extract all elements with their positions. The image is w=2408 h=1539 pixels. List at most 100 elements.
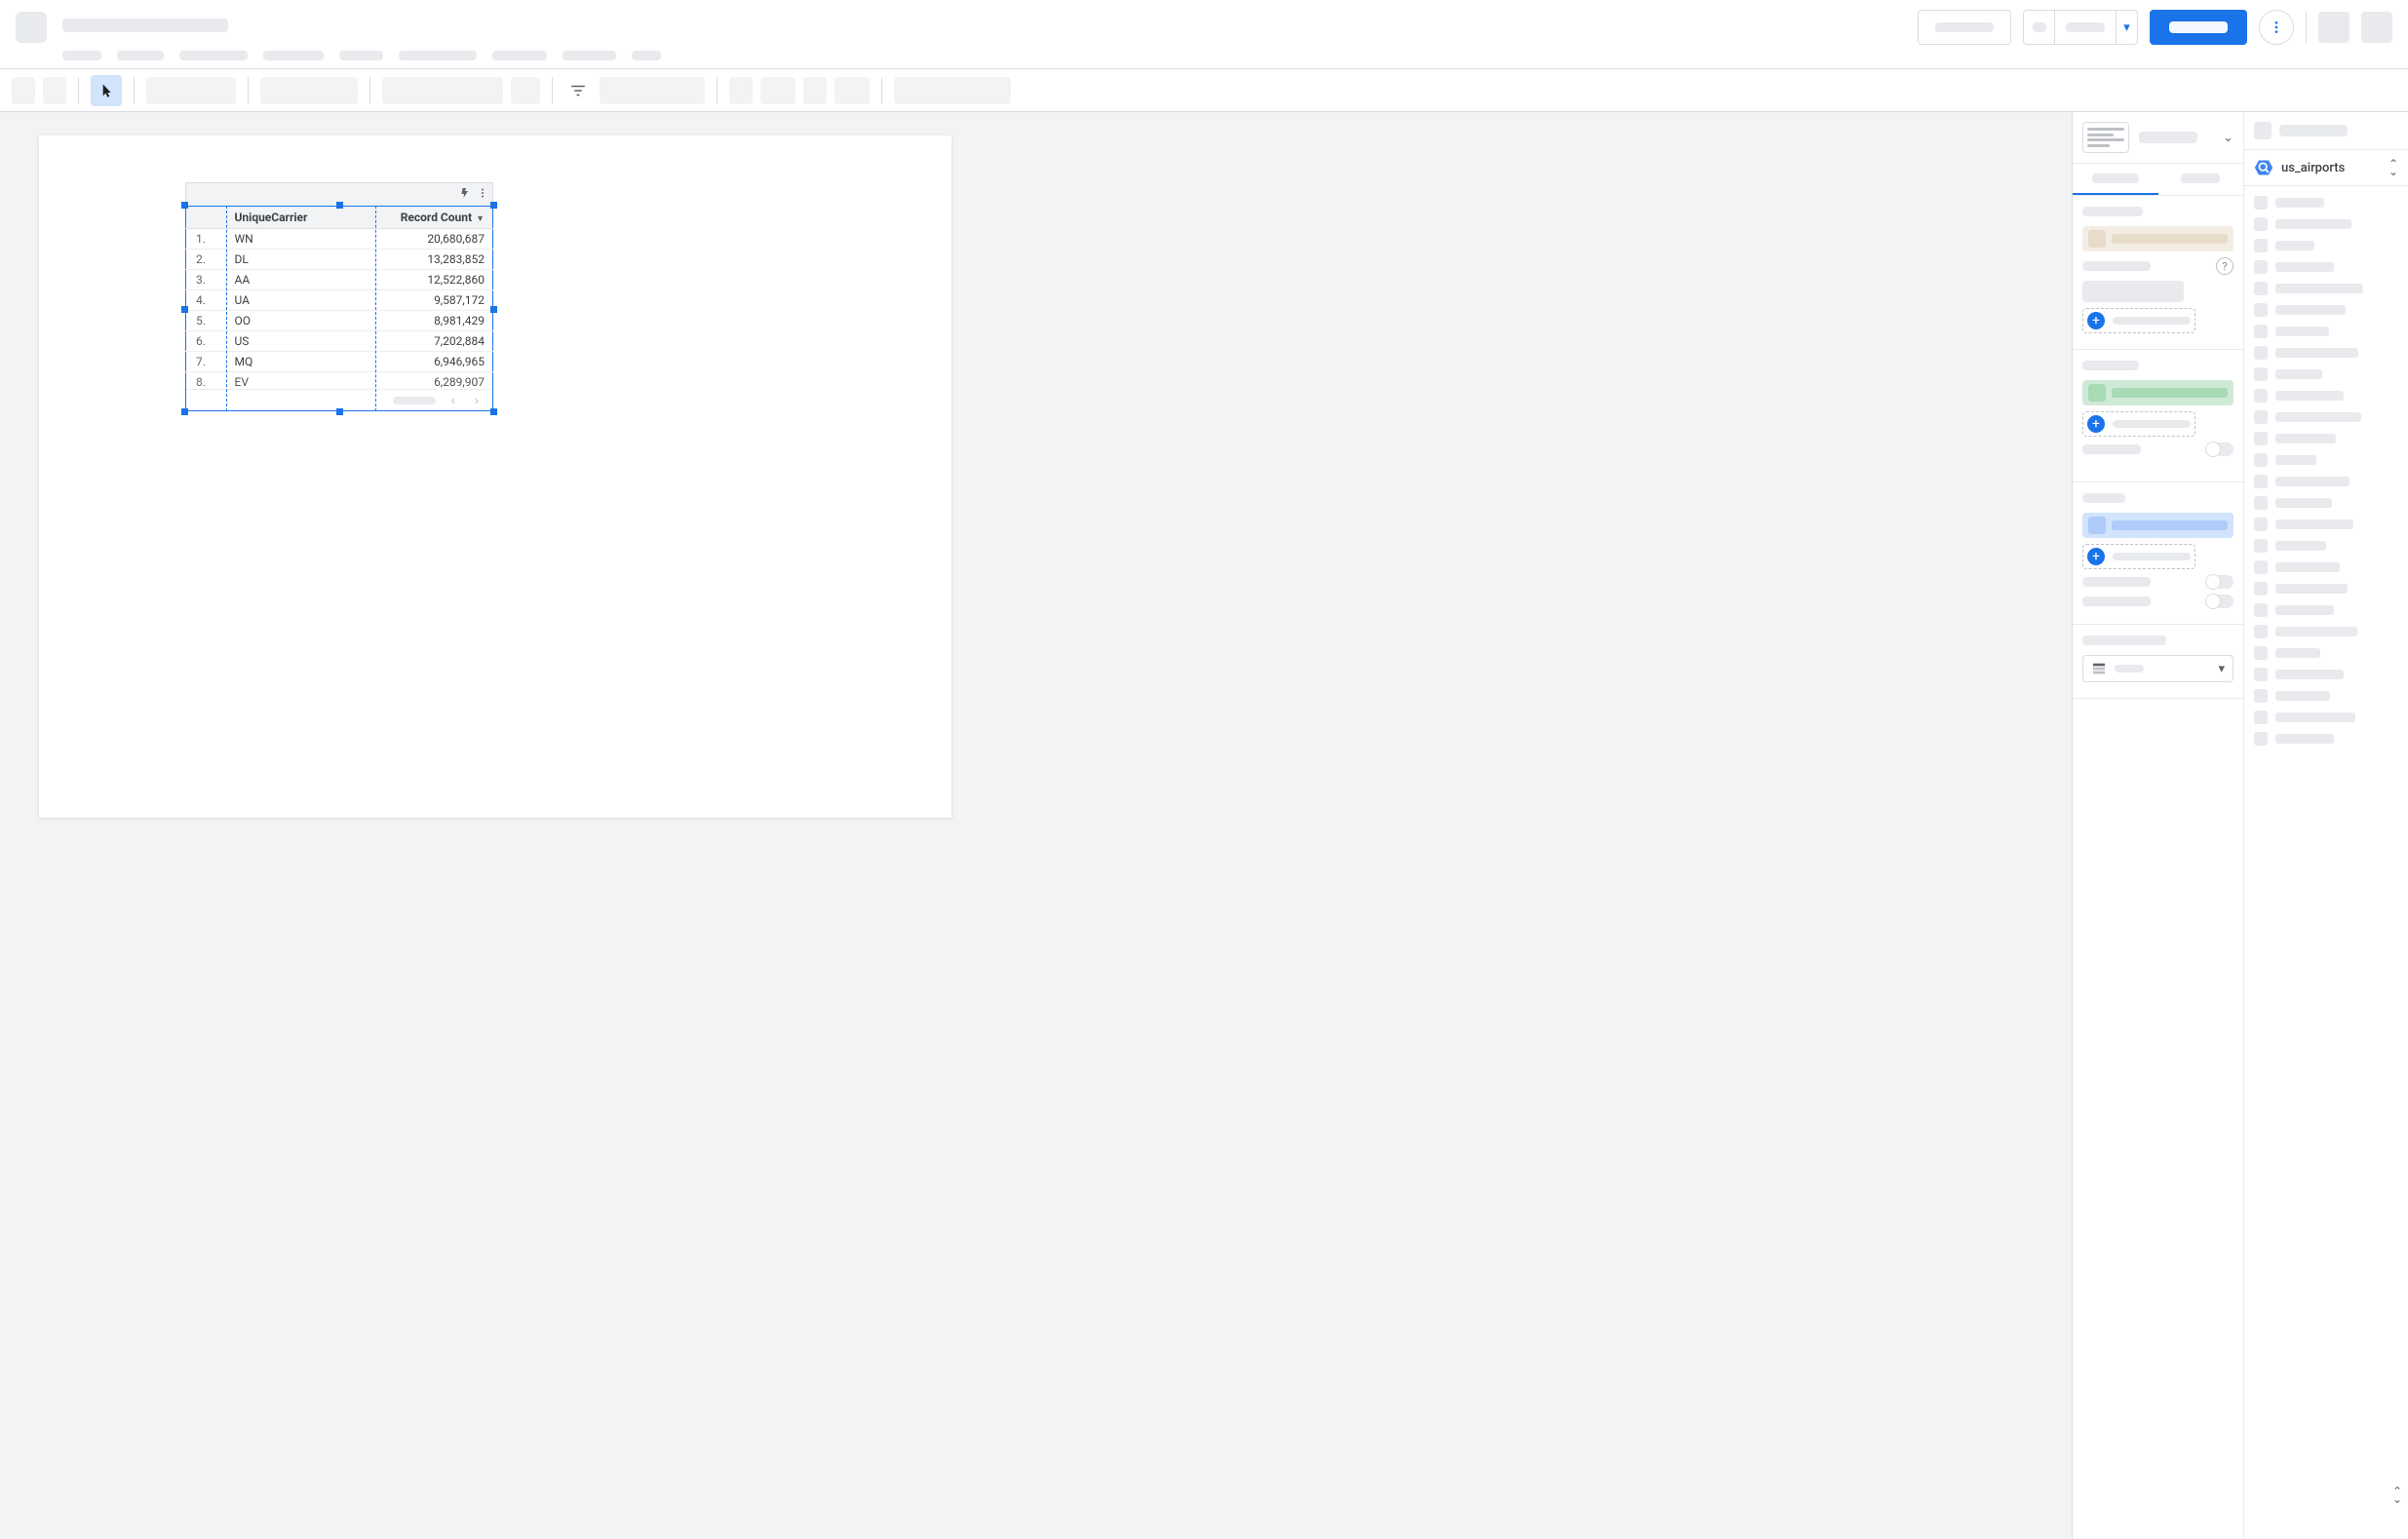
field-item[interactable] (2254, 685, 2404, 707)
table-row[interactable]: 2.DL13,283,852 (186, 250, 493, 270)
chevron-down-icon[interactable]: ▾ (2116, 11, 2137, 44)
field-item[interactable] (2254, 664, 2404, 685)
table-row[interactable]: 5.OO8,981,429 (186, 311, 493, 331)
field-item[interactable] (2254, 707, 2404, 728)
filter-icon[interactable] (564, 77, 592, 104)
tab-style[interactable] (2158, 164, 2244, 195)
resize-handle[interactable] (181, 306, 188, 313)
field-item[interactable] (2254, 514, 2404, 535)
column-header-count[interactable]: Record Count▼ (352, 207, 493, 229)
field-item[interactable] (2254, 342, 2404, 364)
field-item[interactable] (2254, 256, 2404, 278)
resize-handle[interactable] (336, 202, 343, 209)
add-field-row[interactable]: + (2082, 308, 2195, 333)
data-table[interactable]: UniqueCarrier Record Count▼ 1.WN20,680,6… (185, 206, 493, 411)
toolbar-item[interactable] (146, 77, 236, 104)
menu-item[interactable] (339, 51, 383, 60)
field-item[interactable] (2254, 599, 2404, 621)
field-item[interactable] (2254, 364, 2404, 385)
field-item[interactable] (2254, 299, 2404, 321)
report-canvas[interactable]: UniqueCarrier Record Count▼ 1.WN20,680,6… (39, 135, 952, 818)
canvas-scroll[interactable]: UniqueCarrier Record Count▼ 1.WN20,680,6… (0, 112, 2072, 1539)
table-row[interactable]: 4.UA9,587,172 (186, 290, 493, 311)
resize-handle[interactable] (181, 408, 188, 415)
column-header-carrier[interactable]: UniqueCarrier (227, 207, 352, 229)
share-button[interactable] (2150, 10, 2247, 45)
field-item[interactable] (2254, 213, 2404, 235)
toggle-switch[interactable] (2206, 442, 2233, 456)
chart-type-thumb[interactable] (2082, 122, 2129, 153)
resize-handle[interactable] (181, 202, 188, 209)
field-item[interactable] (2254, 471, 2404, 492)
table-widget[interactable]: UniqueCarrier Record Count▼ 1.WN20,680,6… (185, 182, 493, 411)
column-divider[interactable] (375, 206, 376, 411)
menu-item[interactable] (263, 51, 324, 60)
toolbar-item[interactable] (835, 77, 870, 104)
document-title[interactable] (62, 19, 228, 36)
field-item[interactable] (2254, 557, 2404, 578)
field-item[interactable] (2254, 578, 2404, 599)
header-square-1[interactable] (2318, 12, 2350, 43)
header-square-2[interactable] (2361, 12, 2392, 43)
add-field-row[interactable]: + (2082, 544, 2195, 569)
column-divider[interactable] (226, 206, 227, 411)
more-options-button[interactable] (2259, 10, 2294, 45)
menu-item[interactable] (179, 51, 248, 60)
app-logo[interactable] (16, 12, 47, 43)
toolbar-item[interactable] (894, 77, 1011, 104)
toolbar-item[interactable] (600, 77, 705, 104)
toolbar-item[interactable] (729, 77, 753, 104)
header-split-button[interactable]: ▾ (2023, 10, 2138, 45)
menu-item[interactable] (117, 51, 164, 60)
table-row[interactable]: 1.WN20,680,687 (186, 229, 493, 250)
widget-more-icon[interactable] (477, 187, 488, 203)
resize-handle[interactable] (490, 202, 497, 209)
table-row[interactable]: 6.US7,202,884 (186, 331, 493, 352)
field-item[interactable] (2254, 278, 2404, 299)
menu-item[interactable] (632, 51, 661, 60)
selection-tool[interactable] (91, 75, 122, 106)
toolbar-item[interactable] (260, 77, 358, 104)
resize-handle[interactable] (336, 408, 343, 415)
toolbar-item[interactable] (803, 77, 827, 104)
toolbar-undo[interactable] (12, 77, 35, 104)
field-item[interactable] (2254, 621, 2404, 642)
menu-item[interactable] (563, 51, 616, 60)
toolbar-item[interactable] (382, 77, 503, 104)
field-item[interactable] (2254, 385, 2404, 406)
field-item[interactable] (2254, 406, 2404, 428)
field-item[interactable] (2254, 535, 2404, 557)
field-chip[interactable] (2082, 226, 2233, 251)
table-row[interactable]: 8.EV6,289,907 (186, 372, 493, 390)
field-item[interactable] (2254, 449, 2404, 471)
field-chip[interactable] (2082, 513, 2233, 538)
tab-setup[interactable] (2073, 164, 2158, 195)
table-row[interactable]: 3.AA12,522,860 (186, 270, 493, 290)
toolbar-item[interactable] (511, 77, 540, 104)
field-item[interactable] (2254, 492, 2404, 514)
property-value[interactable] (2082, 281, 2184, 302)
prev-page-icon[interactable]: ‹ (447, 393, 459, 408)
table-row[interactable]: 7.MQ6,946,965 (186, 352, 493, 372)
next-page-icon[interactable]: › (471, 393, 483, 408)
help-icon[interactable]: ? (2216, 257, 2233, 275)
field-item[interactable] (2254, 642, 2404, 664)
toolbar-item[interactable] (760, 77, 796, 104)
resize-handle[interactable] (490, 408, 497, 415)
add-field-row[interactable]: + (2082, 411, 2195, 437)
menu-item[interactable] (399, 51, 477, 60)
field-item[interactable] (2254, 321, 2404, 342)
field-chip[interactable] (2082, 380, 2233, 405)
chevron-down-icon[interactable]: ⌄ (2223, 131, 2233, 145)
zoom-stepper-icon[interactable]: ⌃⌄ (2392, 1487, 2402, 1503)
field-item[interactable] (2254, 235, 2404, 256)
datasource-row[interactable]: us_airports ⌃⌄ (2244, 150, 2408, 186)
resize-handle[interactable] (490, 306, 497, 313)
lightning-icon[interactable] (459, 187, 471, 203)
menu-item[interactable] (62, 51, 101, 60)
toolbar-redo[interactable] (43, 77, 66, 104)
field-item[interactable] (2254, 728, 2404, 750)
expand-collapse-icon[interactable]: ⌃⌄ (2389, 160, 2398, 175)
field-item[interactable] (2254, 428, 2404, 449)
field-item[interactable] (2254, 192, 2404, 213)
